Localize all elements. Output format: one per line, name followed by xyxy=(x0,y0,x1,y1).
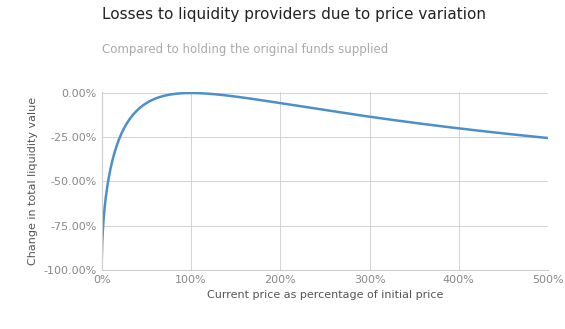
X-axis label: Current price as percentage of initial price: Current price as percentage of initial p… xyxy=(207,290,443,300)
Y-axis label: Change in total liquidity value: Change in total liquidity value xyxy=(28,97,38,265)
Text: Compared to holding the original funds supplied: Compared to holding the original funds s… xyxy=(102,43,388,56)
Text: Losses to liquidity providers due to price variation: Losses to liquidity providers due to pri… xyxy=(102,7,486,22)
